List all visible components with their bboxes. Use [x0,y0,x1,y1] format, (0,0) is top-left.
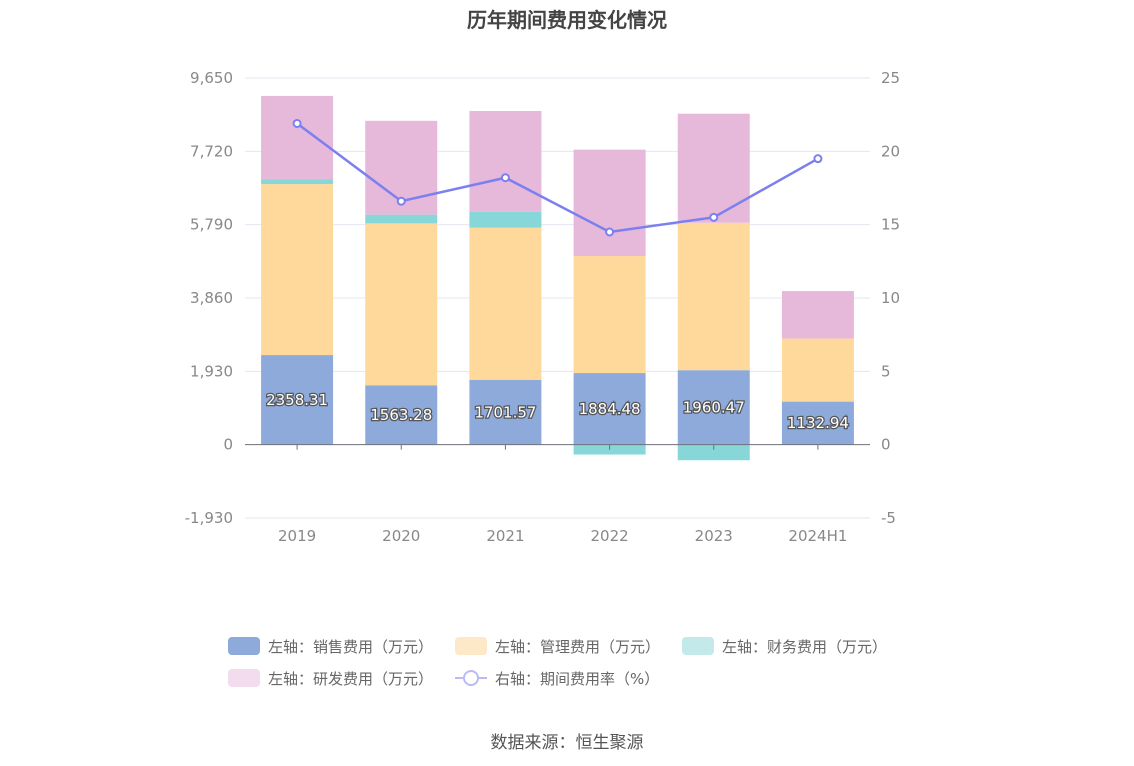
rate-point [292,118,302,128]
x-axis-tick-label: 2024H1 [788,527,847,545]
x-axis-tick-label: 2023 [695,527,733,545]
bar-segment [365,223,438,386]
left-axis-tick-label: 7,720 [190,142,233,160]
data-label: 1701.57 [474,403,536,421]
legend-item-rate[interactable]: 右轴：期间费用率（%） [455,668,659,689]
rate-point [813,154,823,164]
legend-label-finance: 左轴：财务费用（万元） [722,637,888,656]
bar-segment [469,211,542,228]
left-axis-tick-label: 9,650 [190,69,233,87]
bar-segment [573,149,646,257]
right-axis-tick-label: 15 [881,216,900,234]
data-label: 1960.47 [683,398,745,416]
bar-segment [677,222,750,371]
right-axis-tick-label: 0 [881,436,891,454]
legend: 左轴：销售费用（万元） 左轴：管理费用（万元） 左轴：财务费用（万元） 左轴：研… [228,630,928,694]
rate-point [709,212,719,222]
left-axis-tick-label: 5,790 [190,216,233,234]
rate-point [396,196,406,206]
rate-line [296,122,819,234]
left-axis-tick-label: 0 [223,436,233,454]
legend-item-sales[interactable]: 左轴：销售费用（万元） [228,636,433,657]
x-axis-tick-label: 2020 [382,527,420,545]
bar-segment [573,256,646,374]
rate-point [500,173,510,183]
bar-segment [261,179,334,185]
left-axis-tick-label: -1,930 [185,509,233,527]
legend-label-sales: 左轴：销售费用（万元） [268,637,434,656]
right-axis-tick-label: 5 [881,362,891,380]
legend-swatch-sales [228,637,260,655]
legend-label-admin: 左轴：管理费用（万元） [495,637,661,656]
right-axis-tick-label: 25 [881,69,900,87]
x-axis-tick-label: 2022 [590,527,628,545]
legend-row: 左轴：研发费用（万元） 右轴：期间费用率（%） [228,662,928,694]
bar-segment [781,401,854,445]
bar-segment [261,95,334,180]
legend-item-admin[interactable]: 左轴：管理费用（万元） [455,636,660,657]
legend-item-finance[interactable]: 左轴：财务费用（万元） [682,636,887,657]
bar-segment [365,385,438,445]
chart-plot: -1,930 0 1,930 3,860 5,790 7,720 9,650 -5 0 5 10 15… [185,69,900,545]
data-label: 1563.28 [370,406,432,424]
legend-item-rnd[interactable]: 左轴：研发费用（万元） [228,668,433,689]
legend-swatch-finance [682,637,715,655]
bar-segment [781,338,854,402]
legend-line-marker-icon [455,669,488,687]
right-axis-tick-label: 20 [881,142,900,160]
bar-segment [469,227,542,381]
data-label: 1132.94 [787,414,849,432]
legend-label-rnd: 左轴：研发费用（万元） [268,669,434,688]
data-label: 1884.48 [579,400,641,418]
legend-swatch-admin [455,637,488,655]
bar-segment [781,291,854,339]
bar-segment [469,110,542,212]
right-axis-tick-label: -5 [881,509,896,527]
left-axis-tick-label: 3,860 [190,289,233,307]
bar-segment [677,370,750,445]
chart-title: 历年期间费用变化情况 [467,8,667,32]
legend-label-rate: 右轴：期间费用率（%） [495,669,660,688]
legend-swatch-rnd [228,669,260,687]
left-axis-tick-label: 1,930 [190,362,233,380]
bar-segment [261,184,334,356]
data-label: 2358.31 [266,391,328,409]
legend-row: 左轴：销售费用（万元） 左轴：管理费用（万元） 左轴：财务费用（万元） [228,630,928,662]
source-note: 数据来源：恒生聚源 [490,733,644,753]
right-axis-tick-label: 10 [881,289,900,307]
bar-segment [573,373,646,445]
x-axis-tick-label: 2021 [486,527,524,545]
bar-segment [469,380,542,445]
bar-segment [677,444,750,461]
bar-segment [677,113,750,223]
bar-segment [261,355,334,445]
bar-segment [365,214,438,224]
rate-point [605,227,615,237]
x-axis-tick-label: 2019 [278,527,316,545]
